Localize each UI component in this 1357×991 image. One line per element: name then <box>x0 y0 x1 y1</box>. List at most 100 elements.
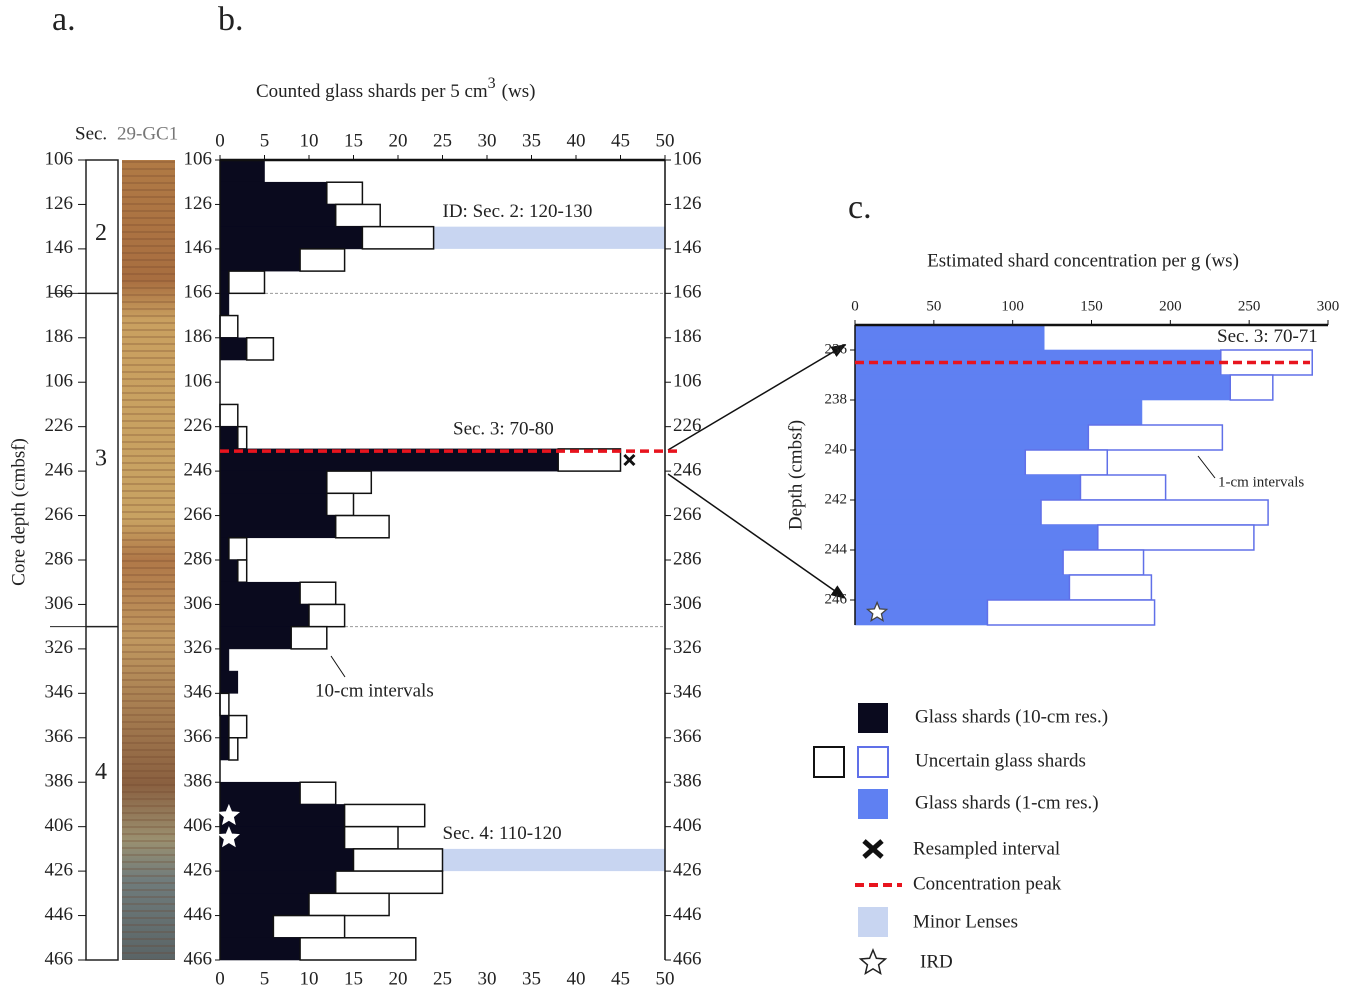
y-tick-label: 406 <box>184 815 213 836</box>
uncertain-bar <box>290 625 328 650</box>
uncertain-bar <box>245 337 275 361</box>
y-tick-label: 406 <box>45 815 74 836</box>
legend-label: Glass shards (10-cm res.) <box>915 706 1108 727</box>
y-tick-label: 186 <box>45 326 74 347</box>
uncertain-bar <box>228 737 239 761</box>
y-tick-label: 146 <box>184 237 213 258</box>
uncertain-bar <box>219 692 230 717</box>
panel-label: b. <box>218 1 244 38</box>
y-tick-label: 126 <box>184 193 213 214</box>
x-axis-title-sup: 3 <box>488 75 496 92</box>
y-tick-label: 346 <box>45 682 74 703</box>
uncertain-bar <box>361 225 435 250</box>
peak-label: Sec. 3: 70-71 <box>1217 326 1318 347</box>
uncertain-bar <box>237 559 248 583</box>
bar <box>219 181 328 205</box>
zoom-arrow <box>667 344 847 451</box>
bar <box>219 804 345 827</box>
legend-label: Uncertain glass shards <box>915 750 1086 771</box>
x-axis-title-part: (ws) <box>502 81 536 102</box>
y-tick-label: 240 <box>825 441 848 457</box>
legend-swatch <box>858 907 888 937</box>
bar <box>219 226 363 250</box>
y-tick-label: 186 <box>184 326 213 347</box>
zoom-arrow <box>667 473 847 599</box>
bar <box>219 470 328 494</box>
uncertain-bar <box>1087 424 1224 451</box>
bar <box>219 848 354 872</box>
bar <box>219 337 248 361</box>
x-tick-label: 300 <box>1317 298 1340 314</box>
y-tick-label: 286 <box>45 548 74 569</box>
y-tick-label: 366 <box>673 726 702 747</box>
y-tick-label: 426 <box>673 859 702 880</box>
y-tick-label: 166 <box>184 282 213 303</box>
y-tick-label: 346 <box>673 682 702 703</box>
uncertain-bar <box>343 825 399 850</box>
uncertain-bar <box>334 870 444 895</box>
y-tick-label: 386 <box>45 771 74 792</box>
legend-swatch <box>857 746 889 778</box>
section-label: 3 <box>95 446 107 472</box>
x-tick-label: 0 <box>215 968 225 989</box>
uncertain-bar <box>308 603 346 628</box>
bar <box>219 737 230 761</box>
y-tick-label: 366 <box>184 726 213 747</box>
y-tick-label: 106 <box>184 371 213 392</box>
uncertain-bar <box>352 848 444 872</box>
x-tick-label: 45 <box>611 130 630 151</box>
y-tick-label: 286 <box>673 548 702 569</box>
uncertain-bar <box>219 403 239 428</box>
x-tick-label: 15 <box>344 130 363 151</box>
uncertain-bar <box>1062 549 1145 576</box>
panel-label: c. <box>848 189 872 226</box>
x-tick-label: 40 <box>567 130 586 151</box>
y-tick-label: 226 <box>673 415 702 436</box>
y-tick-label: 466 <box>45 948 74 969</box>
y-axis-title: Depth (cmbsf) <box>785 420 806 530</box>
x-tick-label: 15 <box>344 968 363 989</box>
y-tick-label: 226 <box>184 415 213 436</box>
section-label: 2 <box>95 220 107 246</box>
ird-star <box>858 948 888 976</box>
y-tick-label: 126 <box>45 193 74 214</box>
y-tick-label: 246 <box>825 591 848 607</box>
resampled-marker <box>623 453 636 467</box>
legend-swatch <box>813 746 845 778</box>
y-tick-label: 446 <box>184 904 213 925</box>
x-tick-label: 100 <box>1001 298 1024 314</box>
ird-star <box>217 803 241 825</box>
interval-note: 1-cm intervals <box>1218 474 1304 490</box>
y-tick-label: 466 <box>184 948 213 969</box>
y-axis-title: Core depth (cmbsf) <box>8 438 29 586</box>
y-tick-label: 406 <box>673 815 702 836</box>
lens-label: ID: Sec. 2: 120-130 <box>443 201 593 222</box>
y-tick-label: 246 <box>45 459 74 480</box>
uncertain-bar <box>326 181 364 206</box>
bar <box>854 524 1099 551</box>
legend-swatch <box>862 839 884 859</box>
uncertain-bar <box>334 514 390 539</box>
x-tick-label: 50 <box>656 968 675 989</box>
y-tick-label: 226 <box>45 415 74 436</box>
uncertain-bar <box>326 470 373 495</box>
bar <box>219 293 230 316</box>
interval-note: 10-cm intervals <box>315 680 434 701</box>
bar <box>219 270 230 294</box>
bar <box>219 537 230 561</box>
core-header: Sec. <box>75 123 107 144</box>
y-tick-label: 146 <box>45 237 74 258</box>
bar <box>219 204 336 227</box>
bar <box>219 626 292 650</box>
peak-label: Sec. 3: 70-80 <box>453 418 554 439</box>
bar <box>219 893 310 916</box>
y-tick-label: 426 <box>184 859 213 880</box>
uncertain-bar <box>986 599 1156 626</box>
core-name: 29-GC1 <box>117 123 178 144</box>
y-tick-label: 246 <box>184 459 213 480</box>
x-tick-label: 35 <box>522 968 541 989</box>
legend-label: Glass shards (1-cm res.) <box>915 792 1099 813</box>
y-tick-label: 426 <box>45 859 74 880</box>
y-tick-label: 306 <box>184 593 213 614</box>
x-tick-label: 250 <box>1238 298 1261 314</box>
